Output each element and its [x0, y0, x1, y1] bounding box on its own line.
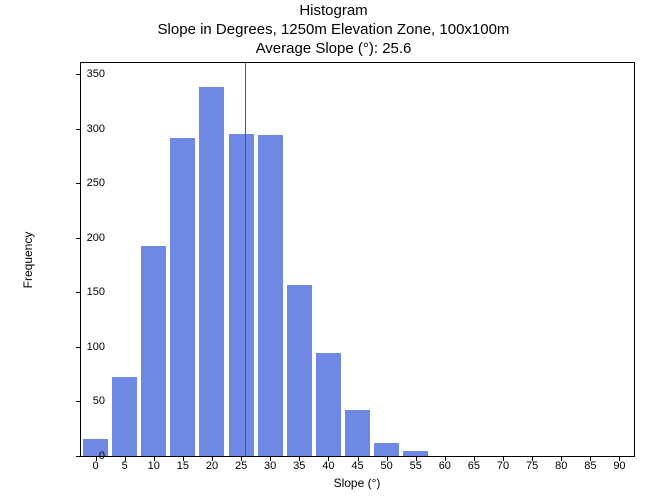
y-tick-mark: [76, 74, 80, 75]
x-tick-label: 10: [148, 460, 160, 472]
y-tick-mark: [76, 238, 80, 239]
x-tick-mark: [590, 457, 591, 461]
x-tick-label: 90: [613, 460, 625, 472]
x-tick-label: 0: [92, 460, 98, 472]
plot-area: [80, 62, 635, 457]
histogram-bar: [374, 443, 399, 456]
x-tick-mark: [212, 457, 213, 461]
histogram-bar: [345, 410, 370, 456]
x-tick-label: 25: [235, 460, 247, 472]
x-tick-mark: [416, 457, 417, 461]
x-tick-mark: [154, 457, 155, 461]
x-tick-mark: [445, 457, 446, 461]
y-tick-mark: [76, 401, 80, 402]
x-tick-label: 85: [584, 460, 596, 472]
x-tick-label: 45: [351, 460, 363, 472]
y-tick-label: 300: [87, 123, 105, 135]
histogram-chart: Histogram Slope in Degrees, 1250m Elevat…: [0, 0, 667, 500]
y-tick-mark: [76, 129, 80, 130]
x-tick-mark: [532, 457, 533, 461]
y-tick-label: 250: [87, 177, 105, 189]
x-tick-label: 5: [122, 460, 128, 472]
x-tick-label: 65: [468, 460, 480, 472]
title-line-2: Slope in Degrees, 1250m Elevation Zone, …: [0, 21, 667, 40]
y-tick-label: 200: [87, 232, 105, 244]
x-tick-label: 55: [410, 460, 422, 472]
x-tick-label: 15: [177, 460, 189, 472]
x-tick-mark: [96, 457, 97, 461]
histogram-bar: [112, 377, 137, 456]
histogram-bar: [258, 135, 283, 456]
x-tick-mark: [270, 457, 271, 461]
y-tick-mark: [76, 456, 80, 457]
x-tick-label: 40: [322, 460, 334, 472]
x-tick-label: 70: [497, 460, 509, 472]
x-tick-mark: [183, 457, 184, 461]
histogram-bar: [403, 451, 428, 456]
y-tick-mark: [76, 183, 80, 184]
x-tick-mark: [503, 457, 504, 461]
x-tick-label: 30: [264, 460, 276, 472]
y-tick-label: 0: [99, 450, 105, 462]
x-tick-label: 75: [526, 460, 538, 472]
histogram-bar: [141, 246, 166, 456]
histogram-bar: [287, 285, 312, 456]
x-tick-mark: [358, 457, 359, 461]
x-tick-label: 50: [380, 460, 392, 472]
x-tick-label: 60: [439, 460, 451, 472]
average-slope-line: [245, 63, 247, 456]
histogram-bar: [199, 87, 224, 456]
histogram-bar: [170, 138, 195, 456]
x-axis-label: Slope (°): [334, 476, 381, 490]
x-tick-label: 20: [206, 460, 218, 472]
y-tick-label: 100: [87, 341, 105, 353]
x-tick-mark: [474, 457, 475, 461]
x-tick-mark: [299, 457, 300, 461]
histogram-bar: [316, 353, 341, 456]
y-axis-label: Frequency: [21, 232, 35, 289]
x-tick-mark: [125, 457, 126, 461]
y-tick-mark: [76, 292, 80, 293]
histogram-bar: [229, 134, 254, 456]
y-tick-label: 350: [87, 68, 105, 80]
x-tick-mark: [241, 457, 242, 461]
x-tick-mark: [619, 457, 620, 461]
x-tick-mark: [561, 457, 562, 461]
x-tick-mark: [328, 457, 329, 461]
title-line-1: Histogram: [0, 2, 667, 21]
x-tick-label: 35: [293, 460, 305, 472]
x-tick-mark: [387, 457, 388, 461]
y-tick-label: 150: [87, 286, 105, 298]
y-tick-label: 50: [93, 395, 105, 407]
x-tick-label: 80: [555, 460, 567, 472]
chart-title-block: Histogram Slope in Degrees, 1250m Elevat…: [0, 0, 667, 58]
title-line-3: Average Slope (°): 25.6: [0, 40, 667, 59]
y-tick-mark: [76, 347, 80, 348]
